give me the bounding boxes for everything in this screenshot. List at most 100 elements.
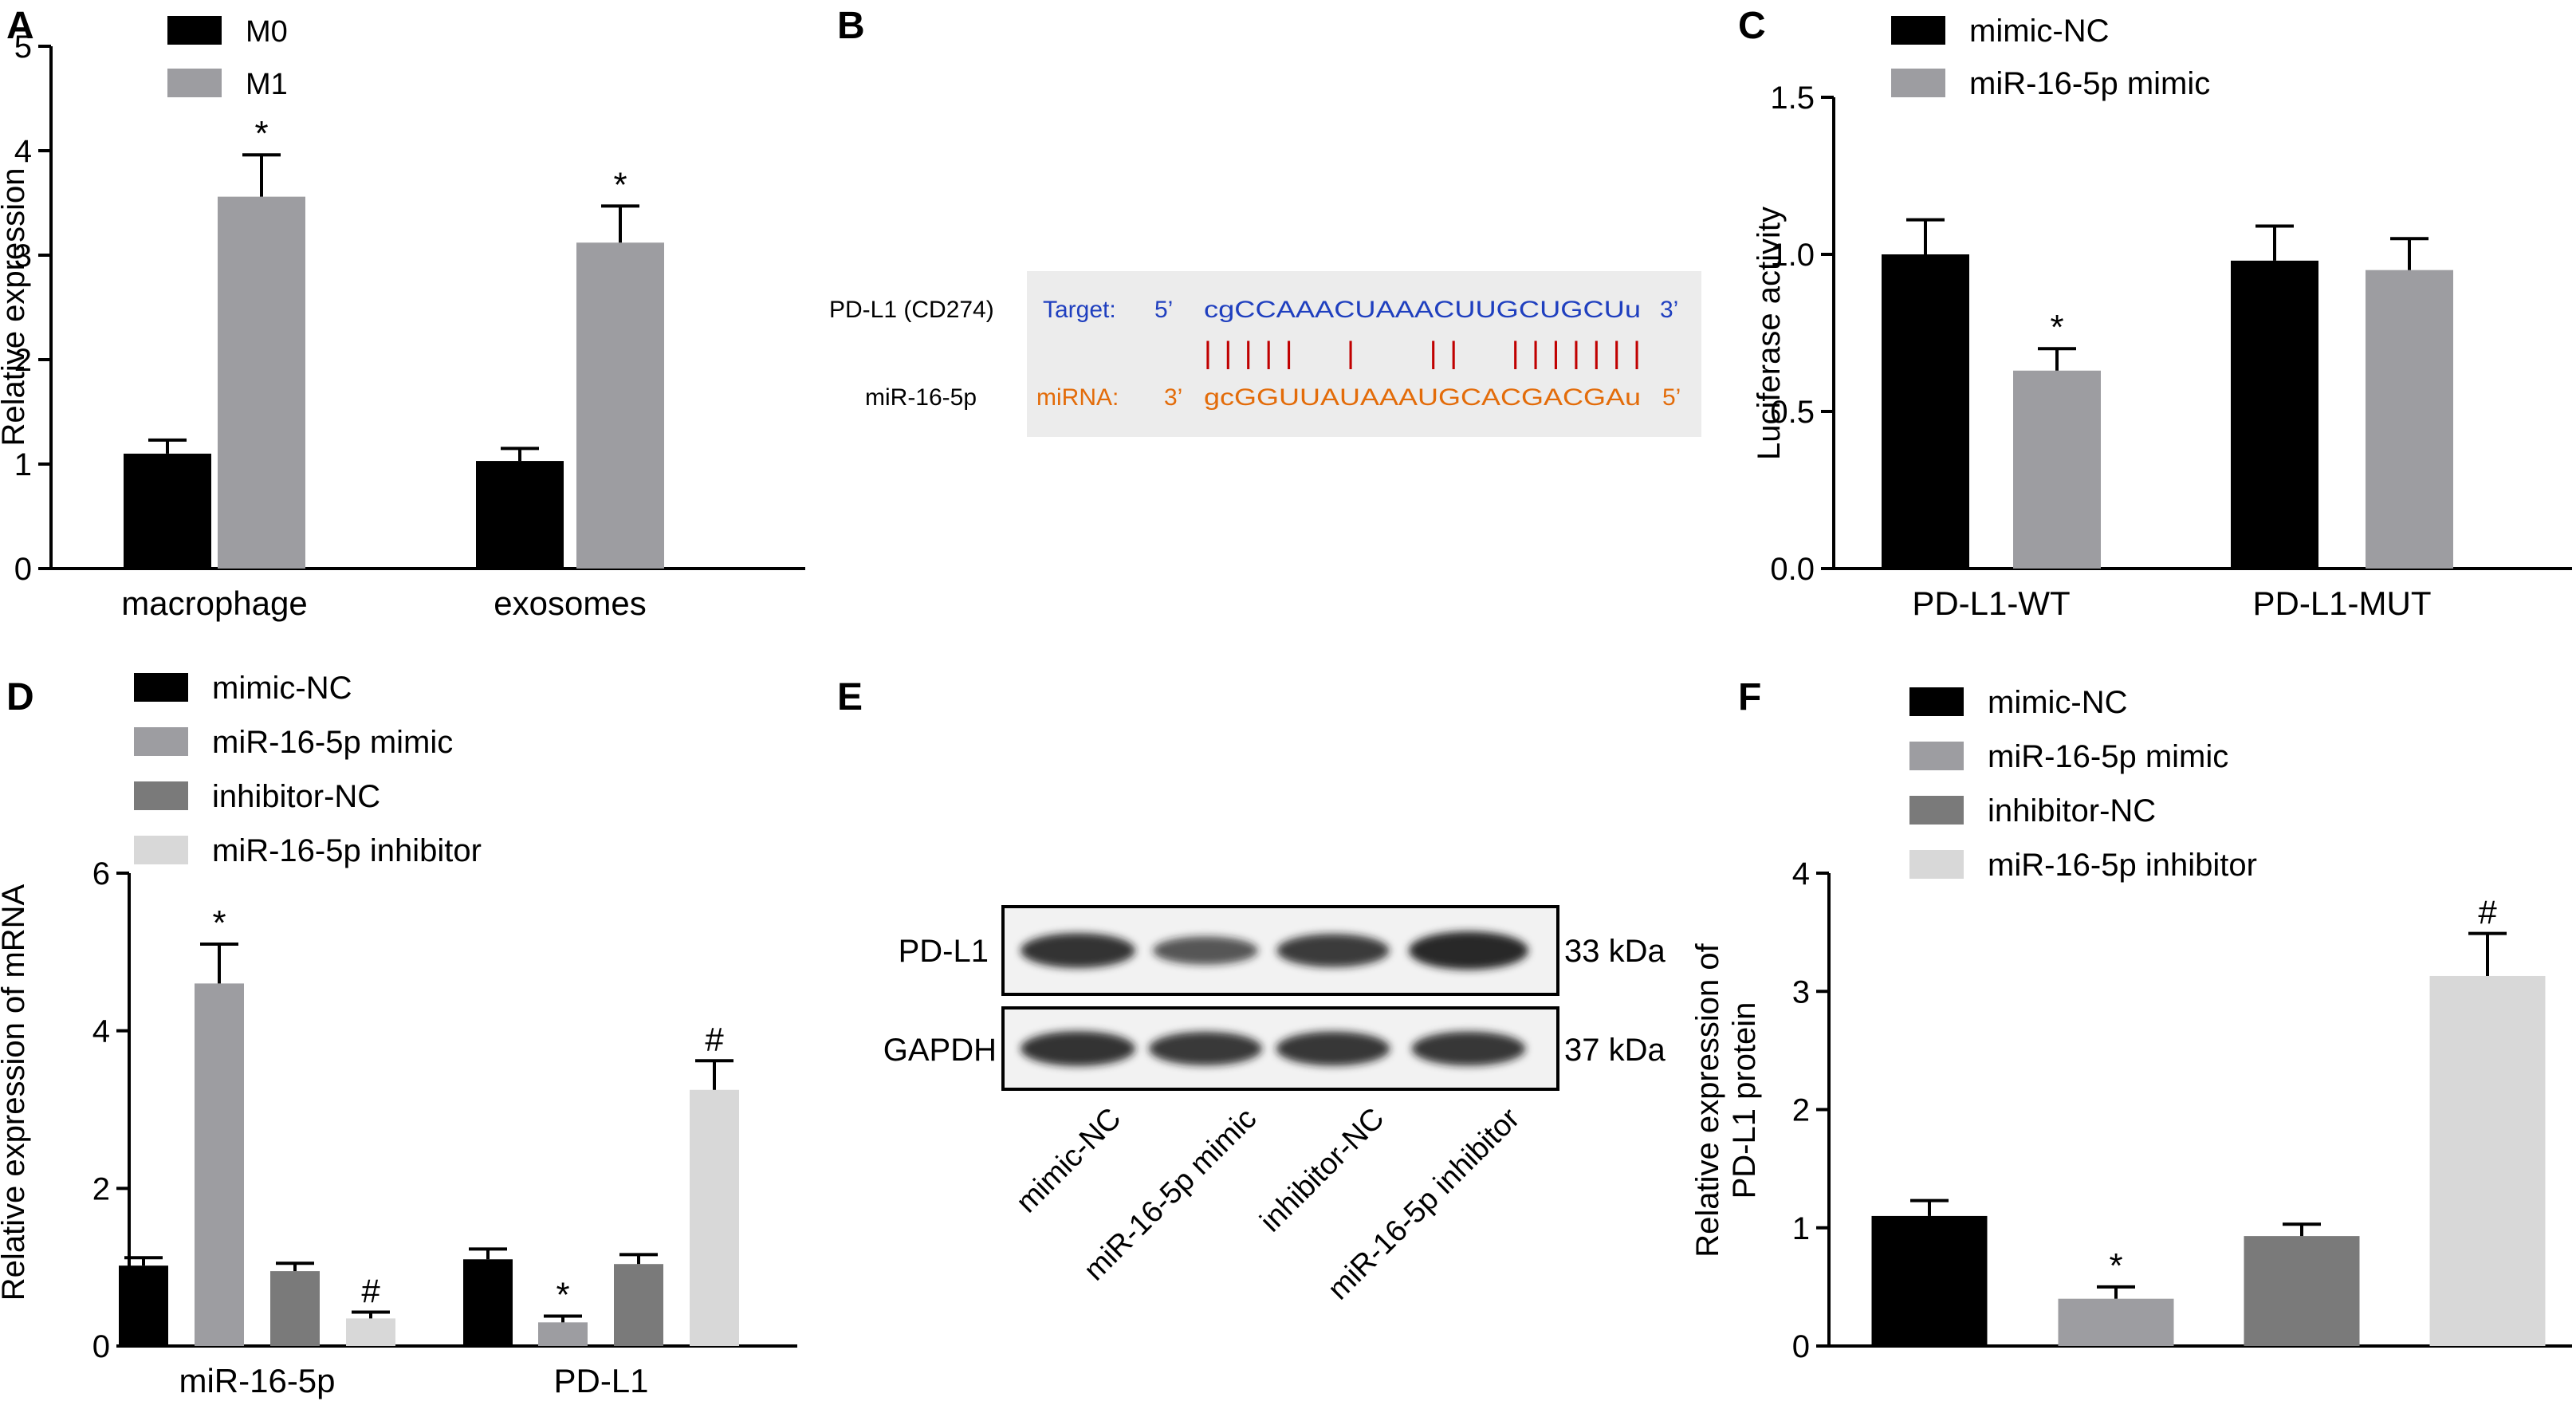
lane-label: mimic-NC xyxy=(1010,1102,1128,1220)
lane-label: inhibitor-NC xyxy=(1254,1102,1391,1239)
legend-swatch xyxy=(1909,687,1964,716)
legend-swatch xyxy=(1909,850,1964,879)
legend-swatch xyxy=(1909,796,1964,825)
legend-swatch xyxy=(167,16,222,45)
y-axis-label: Relative expression of xyxy=(1690,943,1725,1257)
bar xyxy=(346,1318,395,1346)
y-tick-label: 2 xyxy=(1792,1093,1810,1128)
y-tick-label: 2 xyxy=(92,1171,110,1206)
bar xyxy=(2058,1298,2174,1346)
legend-label: miR-16-5p mimic xyxy=(1969,66,2210,101)
bar xyxy=(690,1089,739,1346)
significance-mark: * xyxy=(212,903,226,943)
mirna-label: miR-16-5p xyxy=(865,384,977,411)
bar xyxy=(2013,370,2101,569)
y-axis-label: Relative expression of mRNA xyxy=(0,884,31,1301)
legend-swatch xyxy=(167,69,222,97)
x-category-label: macrophage xyxy=(121,584,307,622)
x-category-label: PD-L1-MUT xyxy=(2252,584,2431,622)
mirna-5-end: 5’ xyxy=(1662,384,1681,411)
legend-label: mimic-NC xyxy=(212,671,352,706)
legend-label: miR-16-5p mimic xyxy=(212,725,453,760)
bar xyxy=(476,461,564,569)
blot-band xyxy=(1153,936,1258,965)
legend-label: mimic-NC xyxy=(1969,14,2110,49)
panel-b-alignment: PD-L1 (CD274) miR-16-5p Target: 5’ cgCCA… xyxy=(829,271,1701,437)
legend-swatch xyxy=(1891,69,1945,97)
bar xyxy=(614,1264,663,1346)
y-tick-label: 0 xyxy=(1792,1329,1810,1364)
x-category-label: PD-L1-WT xyxy=(1912,584,2070,622)
y-tick-label: 2 xyxy=(14,343,32,378)
bar xyxy=(218,196,305,569)
bar xyxy=(270,1271,320,1346)
y-tick-label: 1 xyxy=(1792,1211,1810,1246)
x-category-label: PD-L1 xyxy=(553,1362,648,1399)
bar xyxy=(463,1259,513,1346)
bar xyxy=(195,983,244,1346)
chart-panel-c: 0.0 0.5 1.0 1.5 Luciferase activity * PD-L1-WT… xyxy=(1752,14,2572,622)
legend-swatch xyxy=(134,836,188,864)
target-3-end: 3’ xyxy=(1660,297,1678,323)
blot-size-gapdh: 37 kDa xyxy=(1564,1033,1666,1068)
legend-label: miR-16-5p mimic xyxy=(1988,739,2228,774)
y-axis-label: Relative expression xyxy=(0,167,31,446)
significance-mark: * xyxy=(2050,308,2063,347)
bar xyxy=(1871,1215,1988,1346)
mirna-sequence: gcGGUUAUAAAUGCACGACGAu xyxy=(1204,384,1641,411)
alignment-box xyxy=(1027,271,1701,437)
panel-letter-c: C xyxy=(1738,5,1766,47)
legend-swatch xyxy=(134,727,188,756)
y-axis-label: PD-L1 protein xyxy=(1727,1002,1762,1199)
mirna-prefix: miRNA: xyxy=(1036,384,1119,411)
legend-label: miR-16-5p inhibitor xyxy=(1988,848,2257,883)
target-sequence: cgCCAAACUAAACUUGCUGCUu xyxy=(1204,297,1641,323)
legend-swatch xyxy=(134,673,188,702)
bar xyxy=(538,1322,588,1346)
legend-swatch xyxy=(1891,16,1945,45)
blot-band xyxy=(1021,1031,1135,1066)
legend-label: miR-16-5p inhibitor xyxy=(212,833,482,868)
bar xyxy=(576,242,664,569)
panel-letter-f: F xyxy=(1738,676,1761,718)
panel-e-western-blot: PD-L1 GAPDH 33 kDa 37 kDa mimic-NC miR-1… xyxy=(883,905,1666,1306)
bar xyxy=(2429,975,2546,1346)
significance-mark: * xyxy=(556,1275,569,1314)
y-tick-label: 4 xyxy=(92,1014,110,1049)
legend-label: inhibitor-NC xyxy=(1988,793,2156,828)
legend-swatch xyxy=(134,781,188,810)
y-tick-label: 0.5 xyxy=(1770,395,1815,430)
x-category-label: exosomes xyxy=(494,584,646,622)
legend-swatch xyxy=(1909,742,1964,770)
y-tick-label: 6 xyxy=(92,856,110,891)
y-tick-label: 5 xyxy=(14,30,32,65)
x-category-label: miR-16-5p xyxy=(179,1362,335,1399)
bar xyxy=(1882,254,1969,569)
gene-label: PD-L1 (CD274) xyxy=(829,297,994,323)
blot-band xyxy=(1276,934,1390,967)
significance-mark: * xyxy=(2109,1246,2122,1285)
chart-panel-d: 0 2 4 6 Relative expression of mRNA * # miR-16-… xyxy=(0,671,797,1399)
bar xyxy=(2244,1236,2360,1346)
significance-mark: # xyxy=(705,1021,724,1058)
y-tick-label: 1.0 xyxy=(1770,238,1815,273)
mirna-3-end: 3’ xyxy=(1164,384,1182,411)
chart-panel-f: 0 1 2 3 4 Relative expression of PD-L1 protein… xyxy=(1690,685,2572,1364)
y-tick-label: 1 xyxy=(14,447,32,482)
y-tick-label: 1.5 xyxy=(1770,81,1815,116)
y-tick-label: 0 xyxy=(14,552,32,587)
y-tick-label: 4 xyxy=(14,134,32,169)
significance-mark: # xyxy=(2478,894,2497,931)
blot-label-gapdh: GAPDH xyxy=(883,1033,997,1068)
y-tick-label: 3 xyxy=(1792,974,1810,1010)
bar xyxy=(2231,260,2318,569)
legend-label: M1 xyxy=(246,68,288,101)
target-prefix: Target: xyxy=(1043,297,1116,323)
blot-size-pdl1: 33 kDa xyxy=(1564,934,1666,969)
legend-label: inhibitor-NC xyxy=(212,779,380,814)
blot-band xyxy=(1149,1031,1262,1066)
blot-band xyxy=(1276,1031,1390,1066)
panel-letter-d: D xyxy=(6,676,34,718)
significance-mark: * xyxy=(613,165,627,204)
